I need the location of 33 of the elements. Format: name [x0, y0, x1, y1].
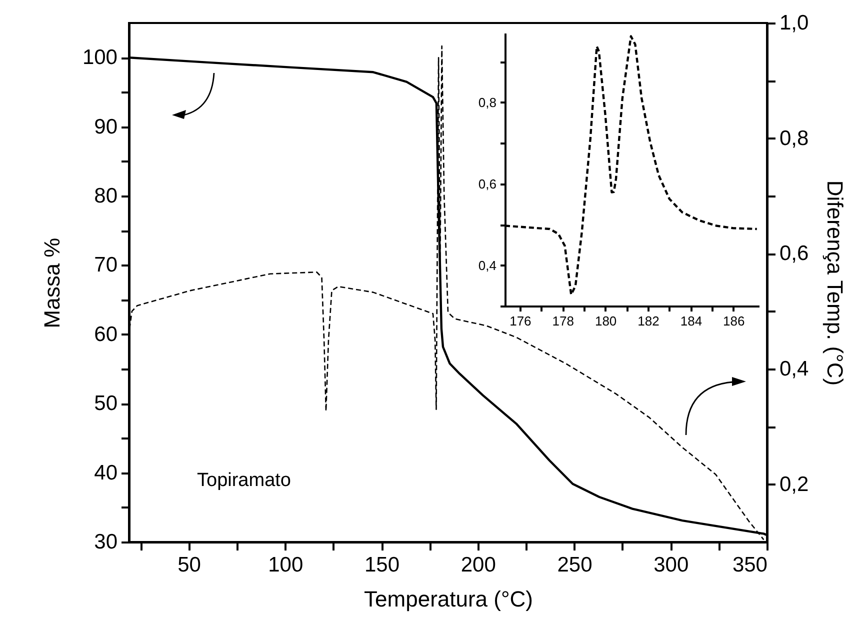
x-tick-label: 200 [460, 554, 496, 576]
x-tick-label: 100 [268, 554, 304, 576]
y-tick-label: 40 [94, 461, 118, 484]
y2-tick-label: 0,8 [780, 126, 809, 150]
y-tick-label: 50 [94, 392, 118, 416]
y-tick-label: 30 [94, 530, 118, 554]
annotation: Topiramato [197, 470, 291, 491]
y2-axis-title: Diferença Temp. (°C) [822, 180, 848, 386]
x-tick-label: 178 [552, 314, 574, 328]
x-tick-label: 176 [510, 314, 532, 328]
y-tick-label: 90 [94, 115, 118, 138]
x-tick-label: 182 [638, 314, 660, 328]
y2-tick-label: 0,4 [780, 358, 810, 380]
y-tick-label: 80 [94, 184, 118, 208]
x-tick-label: 250 [557, 554, 592, 576]
y-axis-title: Massa % [39, 238, 64, 328]
x-tick-label: 300 [654, 554, 689, 576]
x-tick-label: 184 [680, 314, 702, 328]
x-axis-title: Temperatura (°C) [364, 586, 533, 612]
y-tick-label: 0,8 [478, 94, 496, 110]
y-tick-label: 70 [94, 254, 118, 277]
y-tick-label: 60 [94, 322, 118, 346]
y-tick-label: 100 [82, 46, 118, 70]
y2-tick-label: 1,0 [780, 12, 809, 34]
x-tick-label: 186 [723, 314, 745, 328]
y2-tick-label: 0,6 [780, 242, 809, 266]
x-tick-label: 350 [732, 554, 768, 576]
x-tick-label: 180 [594, 314, 617, 328]
y2-tick-label: 0,2 [780, 472, 809, 496]
x-tick-label: 50 [178, 554, 201, 576]
x-tick-label: 150 [364, 554, 400, 576]
y-tick-label: 0,4 [478, 258, 496, 273]
y-tick-label: 0,6 [478, 176, 496, 192]
